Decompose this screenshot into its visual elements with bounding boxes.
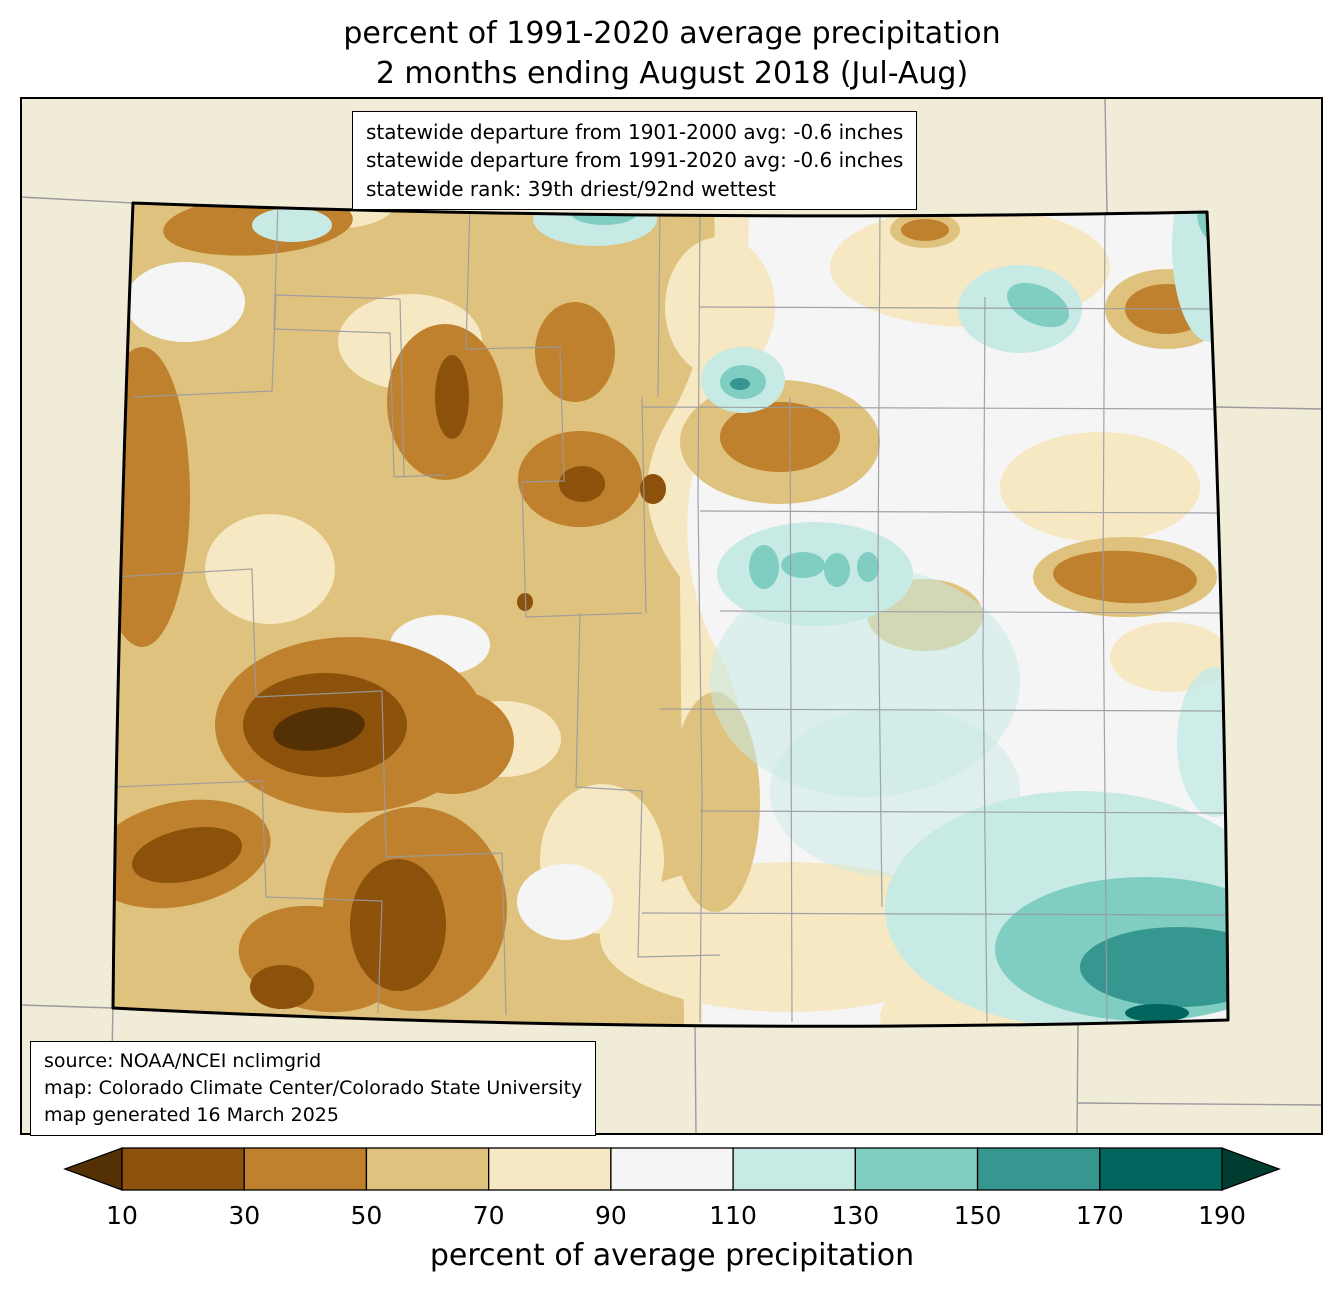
colorbar-tick-label: 150 [954,1201,1002,1230]
colorbar-over-arrow [1221,1147,1281,1191]
colorbar-tick-label: 30 [228,1201,260,1230]
colorbar-segment [488,1147,612,1191]
colorbar-label: percent of average precipitation [429,1238,915,1273]
stats-box: statewide departure from 1901-2000 avg: … [352,111,918,211]
colorbar-segment [121,1147,245,1191]
colorbar-tick-label: 190 [1198,1201,1246,1230]
map-frame [20,97,1323,1135]
colorbar-tick-label: 10 [106,1201,138,1230]
colorbar-segment [610,1147,734,1191]
title-line-1: percent of 1991-2020 average precipitati… [343,16,1001,51]
colorbar-tick-label: 70 [473,1201,505,1230]
colorbar-tick-label: 170 [1076,1201,1124,1230]
source-box: source: NOAA/NCEI nclimgrid map: Colorad… [30,1041,597,1136]
colorbar-tick-label: 50 [351,1201,383,1230]
colorbar-tick-label: 130 [831,1201,879,1230]
colorbar-tick-label: 110 [709,1201,757,1230]
stats-line: statewide rank: 39th driest/92nd wettest [366,176,776,201]
colorbar-segment [976,1147,1101,1191]
colorbar-tick-label: 90 [595,1201,627,1230]
county-borders [113,203,1226,1023]
source-line: map: Colorado Climate Center/Colorado St… [44,1076,583,1099]
precipitation-map [20,97,1323,1135]
stats-line: statewide departure from 1901-2000 avg: … [366,120,904,144]
colorbar-under-arrow [63,1147,123,1191]
source-line: source: NOAA/NCEI nclimgrid [44,1050,322,1072]
colorbar-segment [854,1147,979,1191]
colorbar-segment [243,1147,368,1191]
colorbar-segment [1099,1147,1223,1191]
colorbar-segment [365,1147,490,1191]
source-line: map generated 16 March 2025 [44,1103,339,1126]
stats-line: statewide departure from 1991-2020 avg: … [366,148,904,173]
colorbar-segment [732,1147,856,1191]
neighbor-state-borders [20,97,1323,1135]
title-line-2: 2 months ending August 2018 (Jul-Aug) [375,55,969,91]
contour-fills [113,203,1228,1027]
colorbar: 10 30 50 70 90 110 130 150 170 190 [63,1147,1281,1230]
state-border [111,201,1230,1028]
page-title: percent of 1991-2020 average precipitati… [0,14,1344,93]
